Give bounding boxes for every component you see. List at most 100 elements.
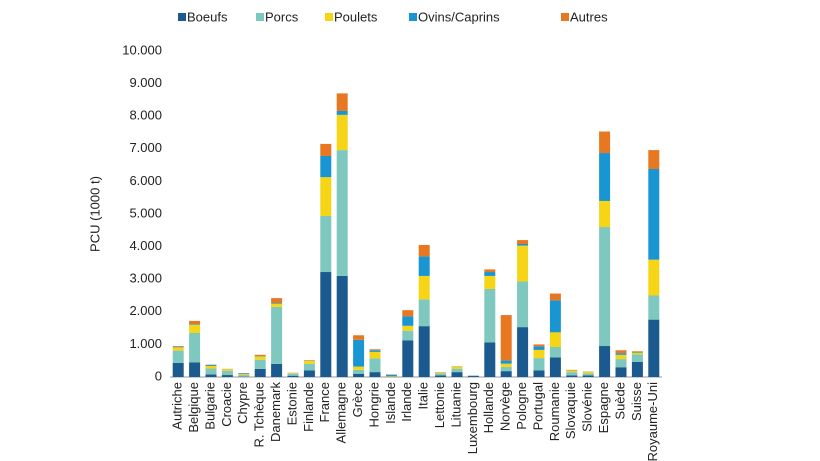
x-tick-label: Roumanie	[547, 382, 562, 441]
bar-segment	[648, 259, 660, 296]
bar-segment	[582, 373, 594, 376]
bar-segment	[418, 299, 430, 327]
bar-segment	[517, 281, 529, 328]
x-tick-label: Espagne	[596, 382, 611, 433]
bar-segment	[271, 302, 283, 304]
bar-segment	[582, 371, 594, 374]
bar-segment	[189, 324, 201, 325]
bar-segment	[254, 356, 266, 360]
bar-segment	[320, 215, 332, 273]
bar-segment	[238, 374, 250, 376]
bar-segment	[615, 353, 627, 355]
bar-segment	[254, 354, 266, 357]
y-tick-label: 6.000	[129, 173, 162, 188]
bar-segment	[549, 332, 561, 348]
bar-segment	[271, 306, 283, 364]
bar-segment	[172, 347, 184, 351]
bar-segment	[189, 324, 201, 333]
bar-segment	[221, 375, 233, 377]
bar-segment	[484, 288, 496, 343]
x-tick-label: Croacie	[219, 382, 234, 427]
x-tick-label: Lettonie	[432, 382, 447, 428]
bar-segment	[189, 362, 201, 377]
x-tick-label: Hongrie	[366, 382, 381, 428]
bar-segment	[418, 244, 430, 257]
bar-segment	[238, 375, 250, 377]
y-tick-label: 3.000	[129, 271, 162, 286]
bar-segment	[566, 372, 578, 376]
bar-segment	[353, 339, 365, 367]
bar-segment	[599, 153, 611, 201]
bar-segment	[385, 374, 397, 377]
y-tick-label: 7.000	[129, 140, 162, 155]
x-tick-label: Bulgarie	[202, 382, 217, 430]
x-tick-label: France	[317, 382, 332, 422]
bar-segment	[189, 332, 201, 363]
bar-segment	[205, 368, 217, 375]
x-tick-label: Portugal	[530, 382, 545, 431]
x-tick-label: R. Tchèque	[252, 382, 267, 448]
legend-label: Poulets	[334, 9, 378, 24]
x-tick-label: Estonie	[284, 382, 299, 425]
bar-segment	[484, 275, 496, 289]
bar-segment	[353, 373, 365, 377]
bar-segment	[336, 275, 348, 377]
bar-segment	[221, 369, 233, 371]
bar-segment	[631, 351, 643, 353]
bar-segment	[500, 360, 512, 364]
bar-segment	[418, 256, 430, 276]
y-tick-label: 9.000	[129, 75, 162, 90]
bar-segment	[336, 114, 348, 151]
bar-segment	[303, 370, 315, 377]
bar-segment	[271, 363, 283, 377]
bar-segment	[287, 373, 299, 376]
bar-segment	[599, 200, 611, 228]
bar-segment	[435, 373, 447, 376]
x-tick-label: Irlande	[399, 382, 414, 422]
bar-segment	[533, 344, 545, 347]
legend-label: Porcs	[265, 9, 299, 24]
bar-segment	[402, 316, 414, 326]
bar-segment	[615, 359, 627, 368]
bar-segment	[648, 169, 660, 260]
bar-segment	[500, 363, 512, 367]
bar-segment	[353, 369, 365, 374]
bar-segment	[369, 358, 381, 373]
bar-segment	[369, 372, 381, 377]
bar-segment	[287, 375, 299, 377]
bar-segment	[238, 373, 250, 375]
bar-segment	[369, 351, 381, 359]
bar-segment	[566, 370, 578, 373]
y-tick-label: 0	[155, 368, 162, 383]
bar-segment	[549, 357, 561, 377]
x-tick-label: Allemagne	[334, 382, 349, 443]
bar-segment	[549, 293, 561, 301]
bar-segment	[533, 370, 545, 377]
bar-segment	[631, 362, 643, 377]
x-tick-label: Chypre	[235, 382, 250, 424]
bar-segment	[631, 352, 643, 355]
y-tick-label: 1.000	[129, 336, 162, 351]
bar-segment	[599, 131, 611, 154]
bar-segment	[435, 372, 447, 374]
y-tick-label: 8.000	[129, 108, 162, 123]
bar-segment	[336, 150, 348, 276]
bar-segment	[320, 143, 332, 156]
bar-segment	[549, 300, 561, 333]
x-tick-label: Suède	[612, 382, 627, 420]
legend-swatch	[178, 13, 186, 21]
bar-segment	[631, 354, 643, 363]
y-tick-label: 10.000	[122, 42, 162, 57]
bar-segment	[484, 269, 496, 273]
legend-label: Autres	[570, 9, 608, 24]
bar-segment	[172, 350, 184, 363]
x-tick-label: Royaume-Uni	[645, 382, 660, 461]
bar-segment	[271, 298, 283, 303]
x-tick-label: Belgique	[186, 382, 201, 433]
bar-segment	[582, 375, 594, 377]
bar-segment	[451, 372, 463, 377]
bar-segment	[500, 366, 512, 372]
bar-segment	[648, 150, 660, 170]
bar-segment	[369, 349, 381, 351]
bar-segment	[484, 272, 496, 276]
